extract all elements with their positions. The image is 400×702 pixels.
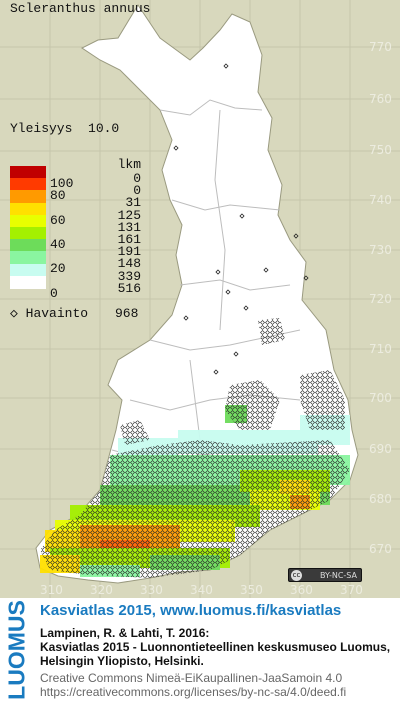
legend-percent-label: 100 — [50, 176, 74, 191]
legend-count: 148 — [117, 256, 141, 272]
citation-line-3: Helsingin Yliopisto, Helsinki. — [40, 654, 204, 668]
grid-label-x: 370 — [340, 583, 363, 597]
creative-commons-icon: cc — [291, 570, 302, 581]
license-badge-label: BY-NC-SA — [319, 571, 357, 580]
observation-marker-icon: ◇ — [10, 306, 18, 321]
legend-swatch — [10, 190, 46, 204]
license-line-1: Creative Commons Nimeä-EiKaupallinen-Jaa… — [40, 671, 343, 685]
grid-label-x: 350 — [240, 583, 263, 597]
legend-count-header: lkm — [117, 157, 141, 172]
grid-label-x: 360 — [290, 583, 313, 597]
grid-label-y: 710 — [369, 342, 392, 356]
luomus-logo: LUOMUS — [3, 600, 31, 700]
license-badge[interactable]: cc BY-NC-SA — [288, 568, 362, 582]
observation-legend: ◇ Havainto 968 — [10, 306, 138, 321]
legend-count: 516 — [117, 280, 141, 296]
legend-count: 339 — [117, 268, 141, 284]
observation-markers — [40, 318, 350, 578]
grid-label-y: 740 — [369, 193, 392, 207]
distribution-map: Scleranthus annuus Yleisyys 10.0 lkm 100… — [0, 0, 400, 598]
grid-label-x: 330 — [140, 583, 163, 597]
legend-swatch — [10, 251, 46, 265]
observation-count: 968 — [115, 306, 139, 321]
legend-count: 31 — [125, 195, 141, 211]
legend-swatch — [10, 263, 46, 277]
license-url-link[interactable]: https://creativecommons.org/licenses/by-… — [40, 685, 347, 699]
legend-count: 131 — [117, 219, 141, 235]
legend-count: 125 — [117, 207, 141, 223]
legend-percent-label: 80 — [50, 188, 66, 204]
legend-swatch — [10, 227, 46, 240]
grid-label-x: 310 — [40, 583, 63, 597]
grid-label-y: 750 — [369, 143, 392, 157]
grid-label-x: 340 — [190, 583, 213, 597]
legend-swatch — [10, 214, 46, 228]
grid-label-y: 730 — [369, 243, 392, 257]
legend-swatch — [10, 239, 46, 253]
legend-percent-label: 60 — [50, 212, 66, 228]
legend-percent-label: 0 — [50, 285, 58, 301]
grid-label-x: 320 — [90, 583, 113, 597]
legend-percent-label: 20 — [50, 261, 66, 277]
legend-percent-label: 40 — [50, 237, 66, 252]
legend-count: 0 — [133, 183, 141, 199]
grid-label-y: 690 — [369, 442, 392, 456]
citation-line-1: Lampinen, R. & Lahti, T. 2016: — [40, 626, 210, 640]
legend-swatch — [10, 166, 46, 179]
observation-label: Havainto — [25, 306, 89, 321]
finland-map-svg — [0, 0, 400, 598]
frequency-value: 10.0 — [88, 121, 120, 136]
scattered-markers — [173, 63, 309, 375]
grid-label-y: 700 — [369, 391, 392, 405]
frequency-text: Yleisyys — [10, 121, 73, 136]
legend-count: 161 — [117, 232, 141, 247]
legend-count: 0 — [133, 171, 141, 186]
grid-label-y: 770 — [369, 40, 392, 54]
luomus-logo-text: LUOMUS — [3, 600, 30, 700]
legend-count: 191 — [117, 244, 141, 260]
grid-label-y: 760 — [369, 92, 392, 106]
legend-swatch — [10, 275, 46, 289]
legend-swatch — [10, 202, 46, 216]
legend-swatch — [10, 178, 46, 192]
atlas-title-link[interactable]: Kasviatlas 2015, www.luomus.fi/kasviatla… — [40, 602, 342, 619]
grid-label-y: 720 — [369, 292, 392, 306]
citation-line-2: Kasviatlas 2015 - Luonnontieteellinen ke… — [40, 640, 391, 654]
grid-label-y: 680 — [369, 492, 392, 506]
footer: LUOMUS Kasviatlas 2015, www.luomus.fi/ka… — [0, 598, 400, 702]
frequency-label: Yleisyys 10.0 — [10, 121, 119, 136]
grid-label-y: 670 — [369, 542, 392, 556]
species-name: Scleranthus annuus — [10, 1, 151, 16]
